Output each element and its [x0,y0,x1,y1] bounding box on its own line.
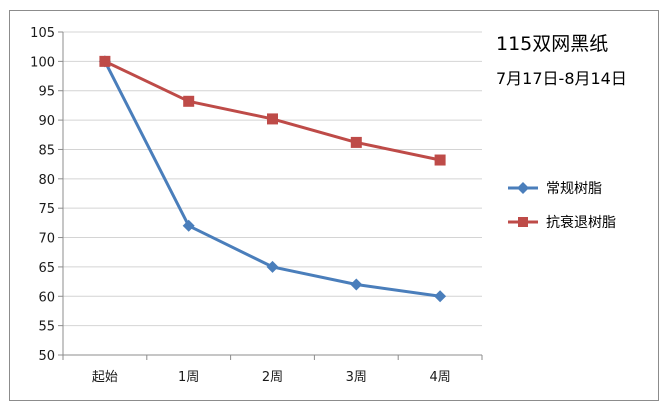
y-tick-label: 80 [38,173,55,188]
data-point-series-2 [99,55,111,67]
legend-label-series-1: 常规树脂 [546,181,602,197]
y-tick-label: 95 [38,85,55,100]
data-point-series-2 [183,95,195,107]
y-tick-label: 85 [38,143,55,158]
y-tick-label: 105 [30,26,55,41]
x-tick-label: 起始 [92,370,118,385]
y-tick-label: 100 [30,55,55,70]
x-tick-label: 4周 [429,370,450,385]
x-tick-label: 1周 [178,370,199,385]
data-point-series-1 [350,278,363,291]
legend-marker-series-1 [517,182,529,194]
data-point-series-2 [350,136,362,148]
chart-subtitle: 7月17日-8月14日 [496,69,627,88]
y-tick-label: 75 [38,202,55,217]
data-point-series-1 [434,290,447,303]
y-tick-labels: 50 55 60 65 70 75 80 85 90 95 100 105 [30,26,55,364]
data-point-series-1 [182,219,195,232]
chart-title: 115双网黑纸 [496,33,608,55]
x-tick-label: 2周 [262,370,283,385]
y-tick-label: 70 [38,232,55,247]
chart-frame [9,10,659,401]
data-point-series-1 [266,260,279,273]
x-tick-labels: 起始 1周 2周 3周 4周 [92,370,451,385]
legend: 常规树脂 抗衰退树脂 [508,181,616,231]
data-point-series-2 [267,113,278,125]
data-point-series-2 [434,154,446,166]
x-tick-label: 3周 [346,370,367,385]
y-tick-label: 55 [38,320,55,335]
y-tick-label: 90 [38,114,55,129]
y-tick-label: 50 [38,349,55,364]
legend-label-series-2: 抗衰退树脂 [546,214,616,231]
legend-marker-series-2 [518,217,528,227]
series-line-2 [104,60,441,162]
series [98,55,447,303]
y-tick-label: 65 [38,261,55,276]
gridlines [58,31,483,360]
y-tick-label: 60 [38,290,55,305]
